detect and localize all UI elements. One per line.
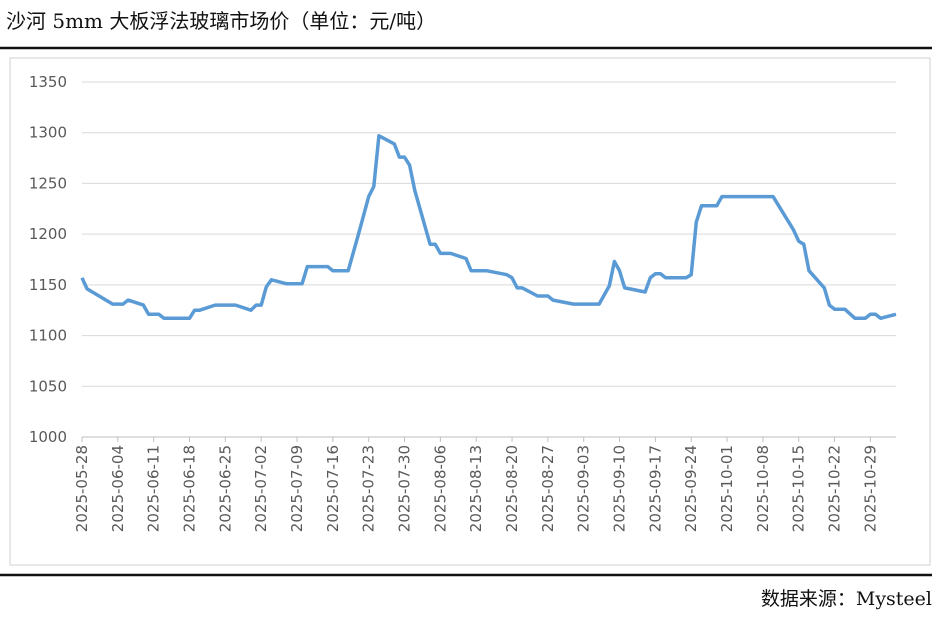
- x-tick-label: 2025-09-24: [682, 445, 700, 532]
- x-tick-label: 2025-07-23: [360, 445, 378, 532]
- x-tick-label: 2025-09-17: [646, 445, 664, 532]
- x-tick-label: 2025-10-29: [861, 445, 879, 532]
- x-tick-label: 2025-10-22: [826, 445, 844, 532]
- y-tick-label: 1200: [29, 225, 67, 243]
- x-tick-label: 2025-06-25: [216, 445, 234, 532]
- x-tick-label: 2025-10-08: [754, 445, 772, 532]
- x-tick-label: 2025-10-01: [718, 445, 736, 532]
- data-line: [80, 134, 897, 321]
- x-tick-label: 2025-07-16: [324, 445, 342, 532]
- x-tick-label: 2025-07-02: [252, 445, 270, 532]
- y-tick-label: 1250: [29, 174, 67, 192]
- x-tick-label: 2025-08-13: [467, 445, 485, 532]
- x-tick-label: 2025-08-06: [431, 445, 449, 532]
- x-tick-label: 2025-07-30: [396, 445, 414, 532]
- x-tick-label: 2025-06-18: [181, 445, 199, 532]
- x-tick-label: 2025-09-10: [611, 445, 629, 532]
- x-tick-label: 2025-05-28: [73, 445, 91, 532]
- x-tick-label: 2025-06-04: [109, 445, 127, 532]
- y-tick-label: 1050: [29, 377, 67, 395]
- y-tick-label: 1350: [29, 73, 67, 91]
- x-tick-label: 2025-10-15: [790, 445, 808, 532]
- x-tick-label: 2025-08-20: [503, 445, 521, 532]
- x-tick-label: 2025-06-11: [145, 445, 163, 532]
- y-tick-label: 1100: [29, 327, 67, 345]
- chart-title: 沙河 5mm 大板浮法玻璃市场价（单位：元/吨）: [6, 9, 436, 33]
- y-tick-label: 1150: [29, 276, 67, 294]
- x-tick-label: 2025-08-27: [539, 445, 557, 532]
- chart-frame: [9, 57, 931, 566]
- y-tick-label: 1000: [29, 428, 67, 446]
- x-tick-label: 2025-07-09: [288, 445, 306, 532]
- source-note: 数据来源：Mysteel: [761, 588, 932, 610]
- y-tick-label: 1300: [29, 124, 67, 142]
- x-tick-label: 2025-09-03: [575, 445, 593, 532]
